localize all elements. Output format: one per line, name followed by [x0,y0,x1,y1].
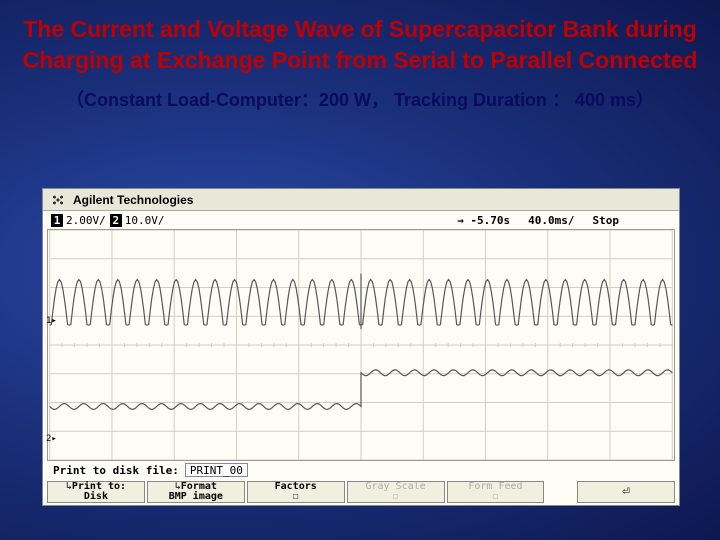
softkey-row: ↳Print to: Disk ↳Format BMP image Factor… [43,479,679,505]
run-state: Stop [593,214,620,227]
waveform-svg [48,230,674,460]
print-label: Print to disk file: [53,464,179,477]
softkey-form-feed[interactable]: Form Feed ☐ [447,481,545,503]
ch2-badge: 2 [110,214,122,227]
ch2-volts-div: 10.0V/ [125,214,165,227]
scope-plot-area: 1▸ 2▸ [47,229,675,461]
scope-brand-text: Agilent Technologies [73,193,193,207]
ch1-scale: 1 2.00V/ [51,214,106,227]
return-icon: ⏎ [622,485,630,499]
softkey-format[interactable]: ↳Format BMP image [147,481,245,503]
ch1-ground-marker: 1▸ [46,316,56,326]
offset-arrow-icon: → [457,214,464,227]
ch2-scale: 2 10.0V/ [110,214,165,227]
softkey-gray-scale[interactable]: Gray Scale ☐ [347,481,445,503]
ch2-ground-marker: 2▸ [46,434,56,444]
slide-title: The Current and Voltage Wave of Supercap… [0,0,720,80]
print-filename: PRINT_00 [185,463,248,477]
softkey-return[interactable]: ⏎ [577,481,675,503]
time-offset: -5.70s [470,214,510,227]
agilent-logo-icon [49,193,67,207]
oscilloscope-screenshot: Agilent Technologies 1 2.00V/ 2 10.0V/ →… [42,188,680,506]
scope-brand-bar: Agilent Technologies [43,189,679,211]
print-status-line: Print to disk file: PRINT_00 [43,461,679,479]
slide-subtitle: （Constant Load-Computer：200 W， Tracking … [0,80,720,118]
timebase-info: → -5.70s 40.0ms/ Stop [457,214,679,227]
scope-channel-info-bar: 1 2.00V/ 2 10.0V/ → -5.70s 40.0ms/ Stop [43,211,679,229]
softkey-print-to[interactable]: ↳Print to: Disk [47,481,145,503]
softkey-factors[interactable]: Factors ☐ [247,481,345,503]
time-per-div: 40.0ms/ [528,214,574,227]
ch1-badge: 1 [51,214,63,227]
ch1-volts-div: 2.00V/ [66,214,106,227]
